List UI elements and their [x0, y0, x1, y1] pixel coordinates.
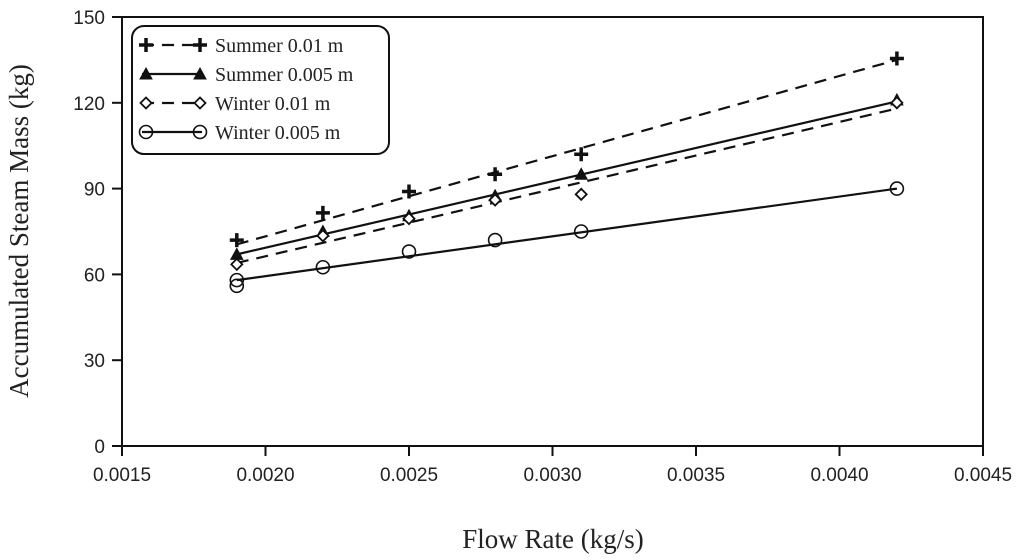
point-winter-0-01-m [488, 193, 502, 207]
x-tick-label: 0.0030 [523, 465, 581, 486]
legend-marker-summer-0-005-m [193, 66, 207, 80]
legend-label-winter-0-005-m: Winter 0.005 m [215, 122, 341, 144]
point-winter-0-005-m [487, 232, 503, 248]
data-markers [229, 51, 905, 294]
point-summer-0-01-m [488, 167, 503, 182]
point-winter-0-01-m [890, 96, 904, 110]
legend-label-summer-0-005-m: Summer 0.005 m [215, 64, 354, 86]
fit-line-summer-0-01-m [236, 58, 898, 246]
legend-box [131, 25, 390, 155]
x-tick-label: 0.0045 [954, 465, 1012, 486]
point-summer-0-01-m [315, 205, 330, 220]
y-tick-label: 150 [73, 8, 105, 29]
legend-marker-winter-0-01-m [193, 96, 207, 110]
x-tick-label: 0.0020 [236, 465, 294, 486]
x-tick-label: 0.0015 [93, 465, 151, 486]
point-summer-0-01-m [402, 184, 416, 199]
fit-line-winter-0-01-m [236, 107, 898, 265]
legend-marker-winter-0-005-m [192, 124, 208, 140]
legend-label-winter-0-01-m: Winter 0.01 m [215, 93, 331, 115]
point-winter-0-01-m [316, 229, 330, 243]
x-tick-label: 0.0025 [380, 465, 438, 486]
legend-label-summer-0-01-m: Summer 0.01 m [215, 35, 344, 57]
point-winter-0-01-m [574, 187, 588, 202]
point-winter-0-005-m [573, 224, 589, 239]
fit-lines [236, 58, 898, 282]
point-winter-0-005-m [229, 272, 245, 288]
x-tick-label: 0.0035 [667, 465, 725, 486]
point-winter-0-005-m [889, 181, 905, 196]
legend-marker-summer-0-01-m [193, 38, 207, 52]
x-tick-label: 0.0040 [810, 465, 868, 486]
y-tick-label: 60 [84, 265, 105, 286]
legend-marker-winter-0-005-m [138, 124, 154, 140]
point-summer-0-005-m [574, 167, 589, 180]
point-winter-0-01-m [402, 211, 416, 226]
point-winter-0-01-m [230, 257, 244, 272]
fit-line-summer-0-005-m [236, 100, 898, 256]
y-axis-title: Accumulated Steam Mass (kg) [4, 64, 34, 398]
legend-marker-summer-0-01-m [139, 38, 153, 52]
point-summer-0-01-m [574, 147, 589, 162]
point-winter-0-005-m [401, 244, 417, 259]
y-tick-label: 90 [84, 180, 105, 201]
legend-marker-winter-0-01-m [139, 96, 153, 110]
axis-ticks: 0.0015 0.0020 0.0025 0.0030 0.0035 0.0040 0.00… [73, 8, 1012, 486]
legend-marker-summer-0-005-m [139, 66, 153, 80]
point-winter-0-005-m [315, 259, 331, 275]
y-tick-label: 0 [94, 437, 105, 458]
y-tick-label: 120 [73, 94, 105, 115]
point-summer-0-01-m [889, 51, 904, 66]
point-winter-0-005-m [229, 278, 245, 294]
y-tick-label: 30 [84, 351, 105, 372]
legend: Summer 0.01 m Summer 0.005 m Winter 0.01 m… [131, 25, 390, 155]
x-axis-title: Flow Rate (kg/s) [462, 524, 644, 554]
point-summer-0-01-m [229, 233, 244, 248]
fit-line-winter-0-005-m [236, 187, 898, 282]
